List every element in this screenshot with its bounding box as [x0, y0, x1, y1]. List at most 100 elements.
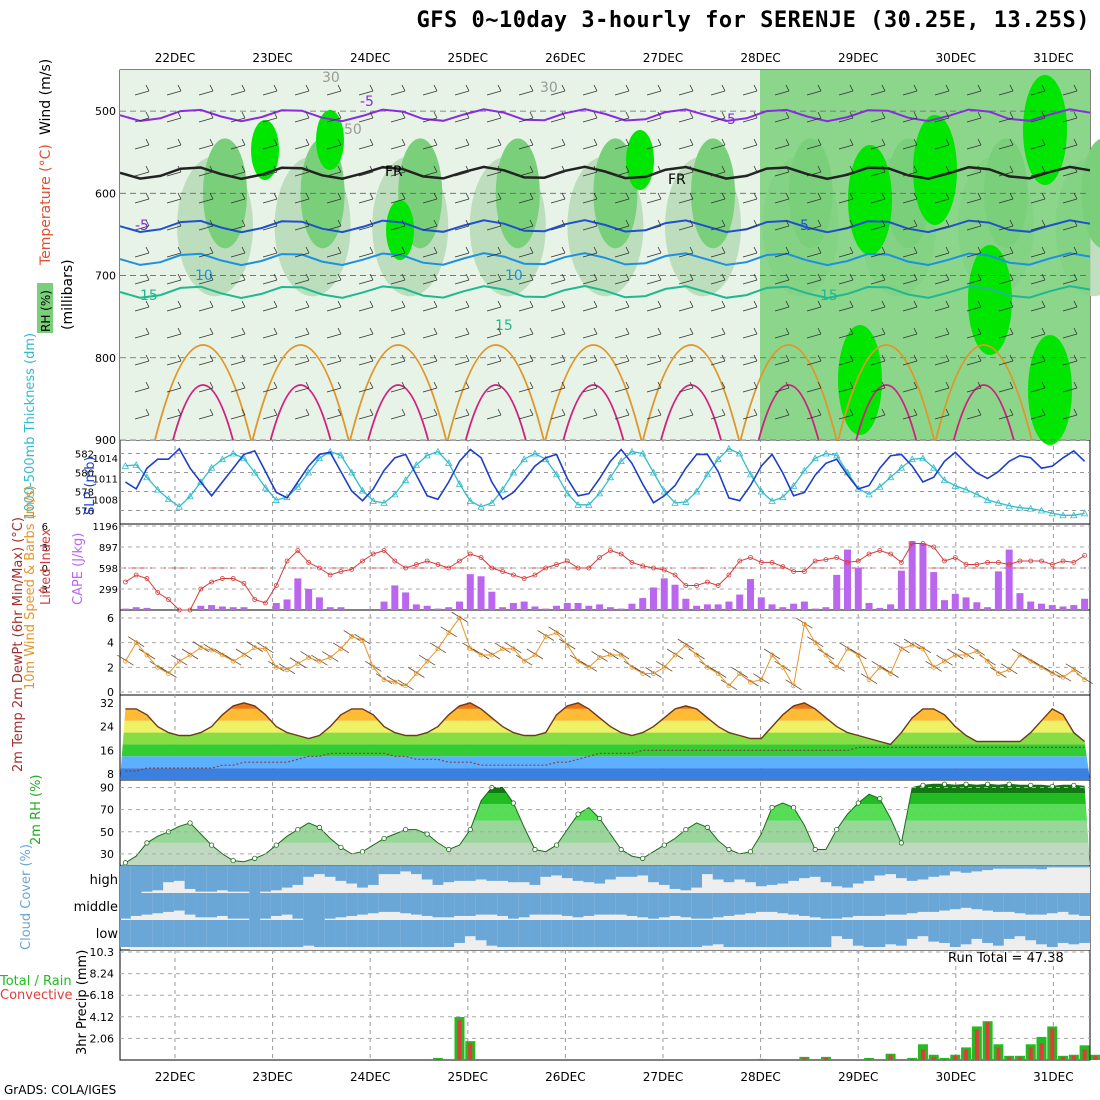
wind-barb [294, 165, 310, 177]
cloud-cell-high [184, 866, 196, 889]
wind-barb [1030, 381, 1046, 393]
cloud-cell-high [518, 866, 530, 883]
cape-bar [402, 592, 410, 610]
rh-point [338, 844, 344, 850]
wind-barb [998, 192, 1014, 204]
wind-barb-10m [1000, 663, 1018, 675]
cloud-cell-middle [842, 893, 853, 918]
wind-barb [902, 219, 918, 231]
wind-speed-point [500, 646, 506, 652]
cloud-cell-low [766, 920, 778, 947]
thickness-point [940, 476, 949, 483]
wind-barb [966, 354, 982, 366]
cloud-cell-high [906, 866, 918, 881]
wind-barb-10m [138, 648, 156, 660]
wind-barb [358, 138, 374, 150]
cape-tick: 897 [99, 543, 118, 554]
wind-barb [550, 273, 566, 285]
wind-barb [390, 219, 406, 231]
lifted-index-point [672, 572, 678, 578]
cape-bar [671, 584, 679, 610]
cloud-cell-low [497, 920, 509, 947]
wind-barb-10m [774, 660, 792, 672]
precip-convective-bar [1061, 1056, 1066, 1060]
cloud-cell-middle [604, 893, 616, 915]
wind-barb [902, 273, 918, 285]
cloud-cell-low [626, 920, 638, 947]
cloud-cell-high [357, 866, 368, 888]
wind-barb [710, 273, 726, 285]
wind-barb-10m [871, 660, 889, 672]
rh-point [575, 811, 581, 817]
wind-barb [550, 246, 566, 258]
contour-label: 5 [800, 218, 809, 234]
cloud-cell-middle [389, 893, 401, 912]
cloud-cell-high [928, 866, 940, 877]
cloud-cell-middle [216, 893, 228, 916]
wind-barb [934, 273, 950, 285]
wind-barb [454, 408, 470, 420]
wind-barb [614, 327, 630, 339]
cape-tick: 1196 [93, 522, 118, 533]
lifted-index-point [974, 562, 980, 567]
thickness-point [186, 492, 194, 500]
cloud-cell-middle [303, 893, 315, 920]
wind-barb-10m [731, 667, 748, 678]
lifted-index-point [230, 576, 236, 581]
cloud-cell-middle [594, 893, 606, 915]
wind-barb [966, 381, 982, 393]
cape-bar [962, 597, 970, 610]
rh-point [747, 849, 754, 855]
wind-barb [902, 354, 918, 366]
thickness-point [315, 454, 324, 462]
rh-point [812, 846, 818, 853]
cloud-cell-middle [432, 893, 444, 918]
wind-barb [838, 84, 854, 96]
wind-barb [742, 192, 758, 204]
rh-point [1028, 782, 1034, 788]
cape-bar [380, 601, 388, 610]
lifted-index-point [521, 576, 527, 581]
wind-speed-point [263, 646, 268, 652]
wind-speed-point [306, 655, 312, 660]
cloud-cell-low [658, 920, 670, 947]
rh-point [381, 835, 387, 842]
wind-speed-point [370, 664, 376, 670]
wind-barb-10m [559, 638, 576, 650]
temperature-contour-20 [446, 344, 545, 441]
lifted-index-point [510, 572, 516, 578]
cloud-cell-high [292, 866, 304, 885]
thickness-point [563, 489, 571, 497]
lifted-index-point [176, 607, 182, 613]
precip-legend-rain: Total / Rain [0, 974, 72, 989]
wind-speed-point [823, 652, 829, 658]
wind-barb [454, 138, 470, 150]
day-label-top: 30DEC [936, 51, 976, 65]
rh-point [230, 857, 236, 864]
cape-bar [908, 541, 916, 610]
precip-convective-bar [974, 1029, 979, 1060]
wind-speed-point [640, 671, 646, 676]
temperature-contour-20 [642, 344, 740, 441]
cape-bar [143, 607, 151, 610]
wind-barb [582, 381, 598, 393]
wind-barb [646, 84, 662, 96]
cloud-cell-middle [1068, 893, 1080, 915]
cloud-cell-low [1025, 920, 1037, 941]
cloud-cell-low [313, 920, 325, 947]
wind-speed-point [241, 652, 247, 658]
rh-band [120, 793, 1090, 805]
wind-barb-10m [1022, 654, 1039, 666]
cloud-cell-high [885, 866, 897, 875]
wind-barb [486, 300, 502, 312]
rh-point [403, 826, 409, 833]
temperature-contour-20 [349, 344, 448, 441]
wind-speed-point [478, 652, 484, 658]
wind-barb [550, 354, 566, 366]
wind-barb-10m [192, 641, 210, 652]
cloud-cell-low [389, 920, 401, 947]
cape-bar [854, 567, 862, 610]
wind-barb-10m [418, 654, 436, 666]
wind-barb [294, 84, 310, 96]
wind-barb [678, 273, 694, 285]
